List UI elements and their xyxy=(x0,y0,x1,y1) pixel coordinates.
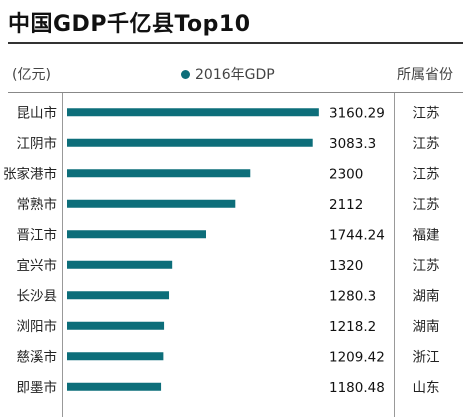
bar xyxy=(67,321,165,330)
value-label: 1320 xyxy=(329,258,363,274)
province-label: 山东 xyxy=(413,380,440,396)
value-label: 2112 xyxy=(329,197,363,213)
province-label: 江苏 xyxy=(413,136,440,152)
category-label: 慈溪市 xyxy=(17,348,58,365)
bar xyxy=(67,382,162,391)
category-label: 昆山市 xyxy=(17,104,58,121)
province-label: 江苏 xyxy=(413,166,440,182)
province-column-divider xyxy=(394,93,395,417)
category-label: 张家港市 xyxy=(3,165,57,182)
province-label: 江苏 xyxy=(413,258,440,274)
category-label: 晋江市 xyxy=(17,226,58,243)
bar xyxy=(67,230,206,239)
value-label: 3083.3 xyxy=(329,136,376,152)
value-label: 1218.2 xyxy=(329,319,376,335)
province-label: 湖南 xyxy=(413,319,440,335)
province-label: 浙江 xyxy=(413,349,440,365)
bar xyxy=(67,291,170,300)
value-label: 2300 xyxy=(329,166,363,182)
legend-series-name: 2016年GDP xyxy=(195,67,275,83)
legend: 2016年GDP xyxy=(181,64,275,84)
title-divider xyxy=(8,42,463,44)
value-label: 1744.24 xyxy=(329,227,385,243)
bar xyxy=(67,169,251,178)
bar xyxy=(67,352,164,361)
province-label: 福建 xyxy=(413,227,440,243)
province-column-header: 所属省份 xyxy=(397,67,453,83)
bar xyxy=(67,138,313,147)
category-label: 常熟市 xyxy=(17,196,58,213)
header-divider xyxy=(8,92,463,93)
value-label: 1180.48 xyxy=(329,380,385,396)
category-label: 长沙县 xyxy=(17,288,58,304)
province-label: 江苏 xyxy=(413,197,440,213)
chart-title: 中国GDP千亿县Top10 xyxy=(8,12,251,37)
province-label: 江苏 xyxy=(413,105,440,121)
province-label: 湖南 xyxy=(413,288,440,304)
bar xyxy=(67,199,236,208)
unit-label: (亿元) xyxy=(12,67,51,83)
legend-dot-icon xyxy=(181,69,190,79)
bar xyxy=(67,260,173,269)
value-label: 1280.3 xyxy=(329,288,376,304)
category-label: 江阴市 xyxy=(17,135,58,152)
category-axis-line xyxy=(62,93,63,417)
value-label: 3160.29 xyxy=(329,105,385,121)
value-label: 1209.42 xyxy=(329,349,385,365)
bar xyxy=(67,108,319,117)
category-label: 浏阳市 xyxy=(17,318,58,335)
category-label: 即墨市 xyxy=(17,379,58,396)
category-label: 宜兴市 xyxy=(17,257,58,274)
chart-header: (亿元) 2016年GDP 所属省份 xyxy=(0,58,473,88)
